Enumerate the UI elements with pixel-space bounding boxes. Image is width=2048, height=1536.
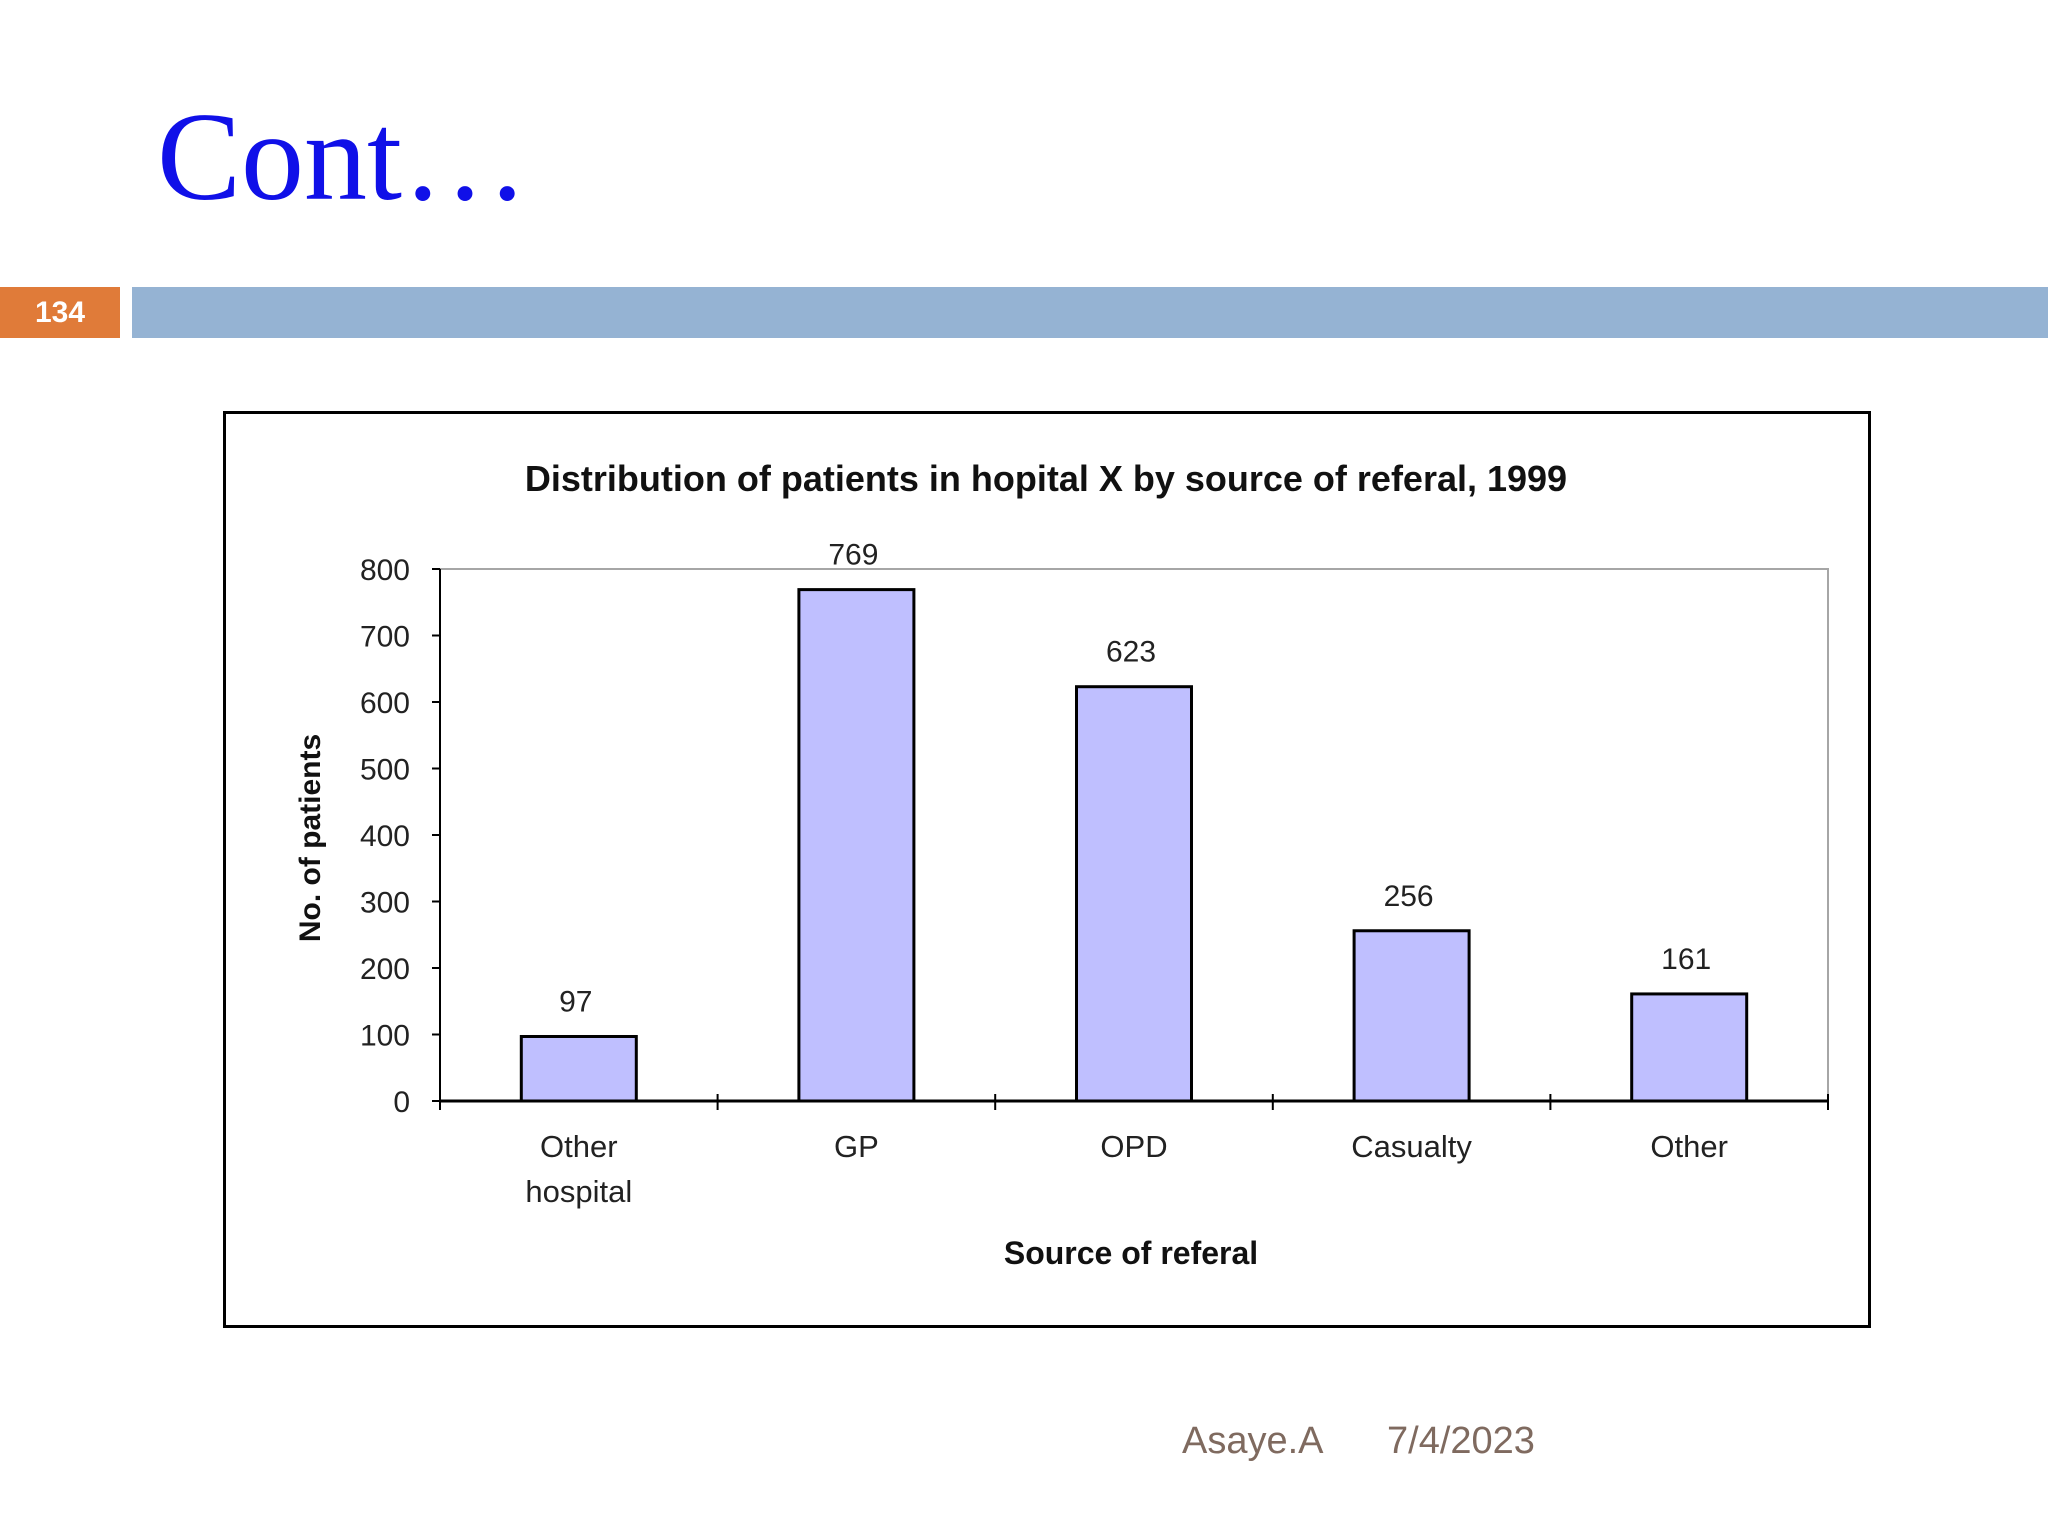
y-tick-label: 100 (360, 1020, 410, 1053)
footer-date: 7/4/2023 (1387, 1420, 1535, 1462)
y-tick-label: 300 (360, 887, 410, 920)
x-category-label: GP (834, 1129, 879, 1164)
y-tick-label: 400 (360, 820, 410, 853)
bar (1075, 685, 1193, 1103)
x-category-label: Other (540, 1129, 618, 1164)
x-axis-label: Source of referal (1004, 1235, 1258, 1271)
y-axis-label: No. of patients (294, 734, 327, 942)
y-tick-label: 0 (393, 1086, 410, 1119)
footer-author: Asaye.A (1182, 1420, 1324, 1462)
bar (1352, 929, 1471, 1103)
y-tick-label: 500 (360, 754, 410, 787)
title-divider-bar (132, 287, 2048, 338)
bar-value-label: 256 (1384, 880, 1434, 913)
x-category-label: hospital (525, 1174, 632, 1209)
bar (1630, 992, 1749, 1103)
y-tick-label: 700 (360, 621, 410, 654)
bar-value-label: 97 (559, 985, 592, 1018)
y-tick-label: 200 (360, 953, 410, 986)
chart-title: Distribution of patients in hopital X by… (525, 458, 1567, 499)
y-tick-label: 800 (360, 554, 410, 587)
chart-frame (223, 411, 1871, 1328)
bar-value-label: 161 (1661, 943, 1711, 976)
x-category-label: Other (1650, 1129, 1728, 1164)
slide-title: Cont… (157, 88, 529, 227)
x-category-label: Casualty (1351, 1129, 1472, 1164)
x-category-label: OPD (1100, 1129, 1167, 1164)
bar (519, 1034, 638, 1103)
bar-value-label: 769 (828, 539, 878, 572)
y-tick-label: 600 (360, 687, 410, 720)
page-number-badge: 134 (0, 287, 120, 338)
bar-value-label: 623 (1106, 636, 1156, 669)
bar (797, 588, 916, 1103)
